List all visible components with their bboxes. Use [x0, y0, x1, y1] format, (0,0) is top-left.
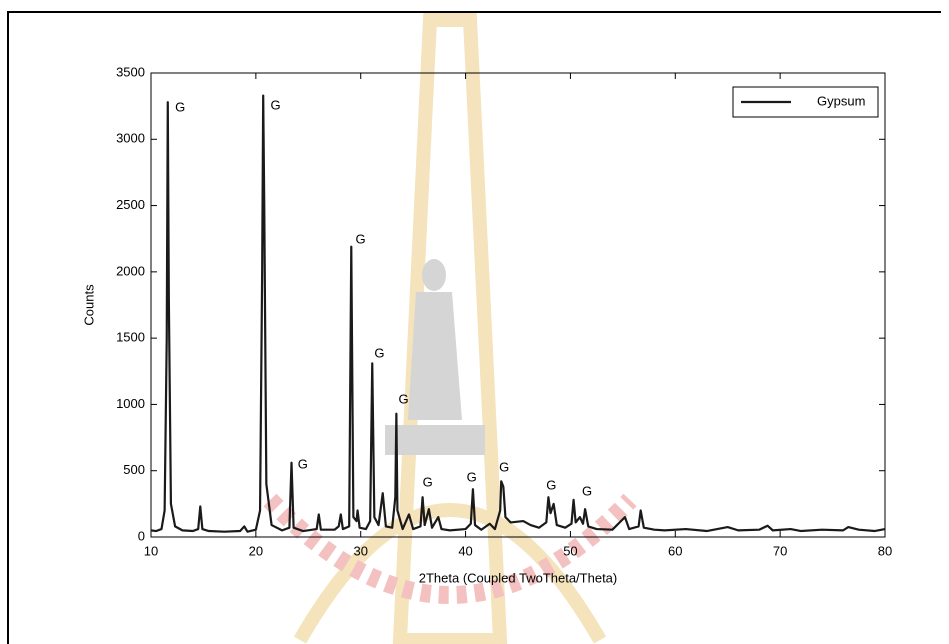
watermark — [263, 13, 637, 644]
peak-annotation: G — [423, 474, 433, 489]
peak-annotation: G — [271, 98, 281, 113]
x-axis-label: 2Theta (Coupled TwoTheta/Theta) — [419, 570, 618, 585]
peak-annotation: G — [499, 460, 509, 475]
peak-annotation: G — [175, 100, 185, 115]
ticks: 0 500 1000 1500 2000 2500 3000 3500 10 20 30 40 50 60… — [116, 64, 892, 558]
x-tick-label: 40 — [458, 543, 472, 558]
y-tick-label: 3000 — [116, 131, 145, 146]
x-tick-label: 80 — [878, 543, 892, 558]
x-tick-label: 60 — [668, 543, 682, 558]
marks: G G G G G G G G G G G — [150, 94, 886, 533]
peak-annotation: G — [374, 345, 384, 360]
peak-annotation: G — [467, 469, 477, 484]
watermark-base — [385, 425, 485, 455]
x-tick-label: 10 — [144, 543, 158, 558]
watermark-body — [408, 292, 462, 420]
y-axis-label: Counts — [81, 284, 96, 326]
y-tick-label: 1000 — [116, 396, 145, 411]
peak-annotation: G — [298, 456, 308, 471]
plot-frame — [150, 72, 886, 538]
y-tick-label: 1500 — [116, 330, 145, 345]
x-tick-label: 30 — [353, 543, 367, 558]
peak-annotation: G — [582, 483, 592, 498]
legend-label: Gypsum — [817, 93, 865, 108]
peak-annotation: G — [398, 391, 408, 406]
y-tick-label: 2500 — [116, 197, 145, 212]
y-tick-label: 3500 — [116, 64, 145, 79]
watermark-arch — [392, 13, 508, 644]
peak-annotation: G — [355, 231, 365, 246]
y-tick-label: 0 — [138, 528, 145, 543]
x-tick-label: 50 — [563, 543, 577, 558]
x-tick-label: 20 — [249, 543, 263, 558]
peak-annotation: G — [546, 477, 556, 492]
frame — [7, 11, 941, 644]
legend: Gypsum — [732, 86, 879, 118]
y-tick-label: 2000 — [116, 263, 145, 278]
y-tick-label: 500 — [123, 462, 145, 477]
watermark-head — [422, 259, 446, 291]
data-line — [150, 94, 886, 533]
watermark-arc — [293, 503, 607, 644]
x-tick-label: 70 — [773, 543, 787, 558]
